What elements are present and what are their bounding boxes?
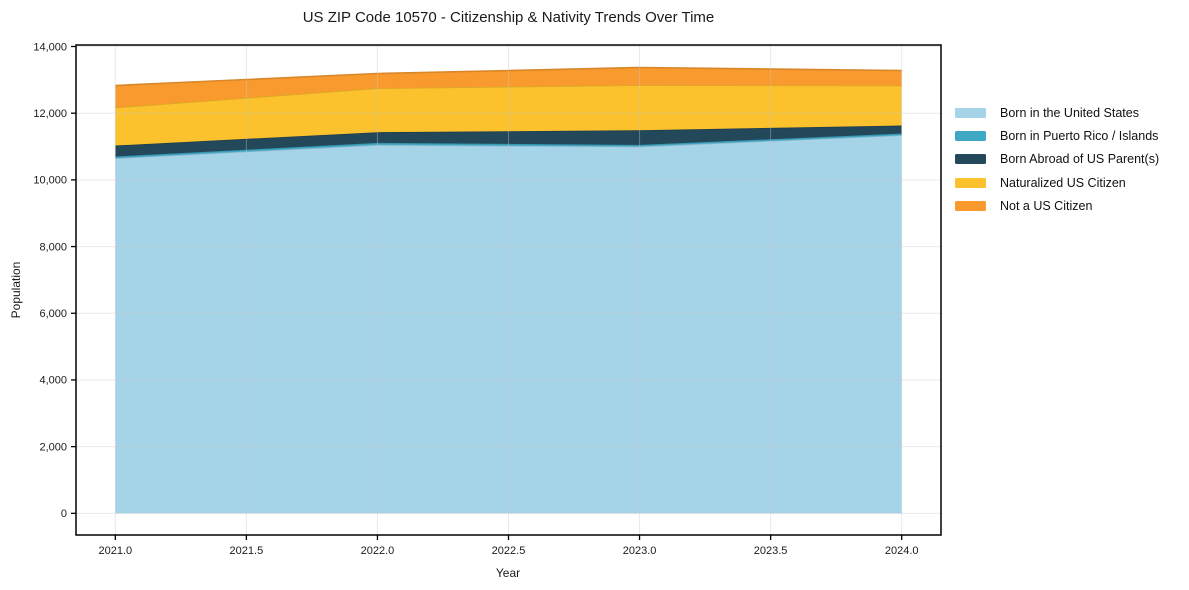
x-tick-label: 2023.5 <box>754 545 788 557</box>
legend-label: Born in the United States <box>1000 105 1139 120</box>
legend-swatch <box>955 154 986 165</box>
legend-swatch <box>955 107 986 118</box>
legend-item-2: Born Abroad of US Parent(s) <box>955 148 1159 171</box>
legend-item-4: Not a US Citizen <box>955 194 1159 217</box>
x-tick-label: 2021.0 <box>98 545 132 557</box>
y-tick-label: 2,000 <box>39 441 67 453</box>
legend-swatch <box>955 200 986 211</box>
legend: Born in the United States Born in Puerto … <box>955 101 1159 217</box>
y-tick-label: 14,000 <box>33 41 67 53</box>
x-tick-label: 2023.0 <box>623 545 657 557</box>
legend-item-1: Born in Puerto Rico / Islands <box>955 124 1159 147</box>
area-series-0 <box>115 135 902 514</box>
legend-label: Born in Puerto Rico / Islands <box>1000 128 1159 143</box>
y-tick-label: 4,000 <box>39 375 67 387</box>
chart-title: US ZIP Code 10570 - Citizenship & Nativi… <box>302 9 715 26</box>
y-tick-label: 0 <box>61 508 67 520</box>
area-series-3 <box>115 85 902 146</box>
legend-label: Naturalized US Citizen <box>1000 175 1126 190</box>
y-tick-label: 12,000 <box>33 108 67 120</box>
x-tick-label: 2022.0 <box>361 545 395 557</box>
legend-item-0: Born in the United States <box>955 101 1159 124</box>
legend-item-3: Naturalized US Citizen <box>955 171 1159 194</box>
area-series-edge-4 <box>115 66 902 87</box>
legend-swatch <box>955 130 986 141</box>
y-tick-label: 6,000 <box>39 308 67 320</box>
legend-label: Not a US Citizen <box>1000 198 1093 213</box>
x-tick-label: 2024.0 <box>885 545 919 557</box>
legend-label: Born Abroad of US Parent(s) <box>1000 152 1160 167</box>
y-axis-label: Population <box>9 261 23 319</box>
y-tick-label: 8,000 <box>39 241 67 253</box>
x-tick-label: 2021.5 <box>230 545 264 557</box>
area-series-4 <box>115 67 902 108</box>
area-series-2 <box>115 125 902 157</box>
legend-swatch <box>955 177 986 188</box>
y-tick-label: 10,000 <box>33 175 67 187</box>
x-tick-label: 2022.5 <box>492 545 526 557</box>
x-axis-label: Year <box>495 566 521 580</box>
